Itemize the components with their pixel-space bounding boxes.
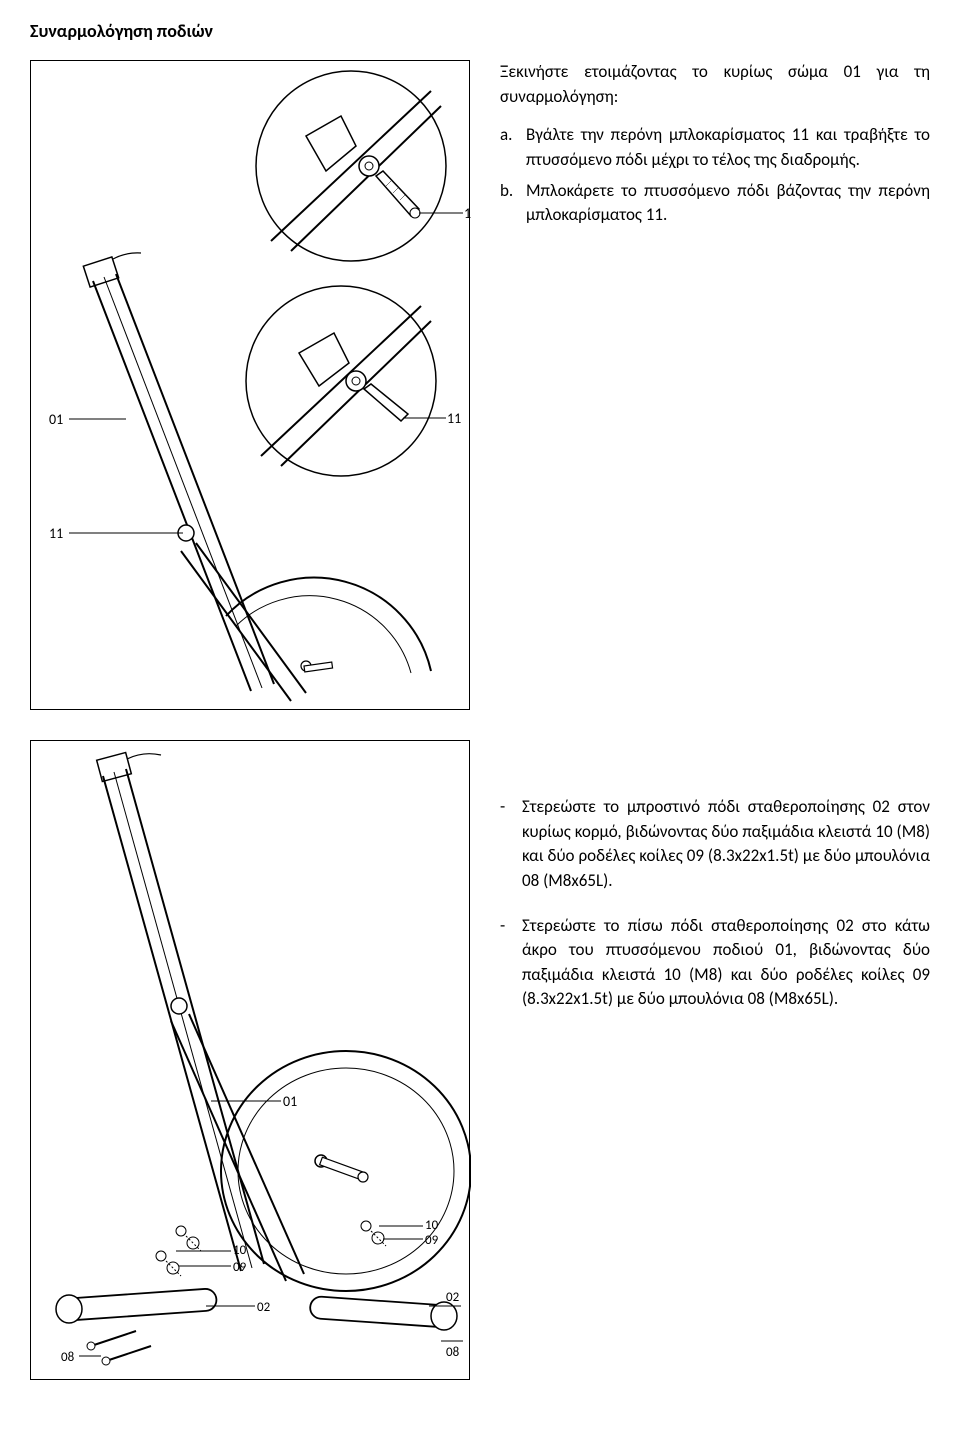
section2-bullet-2: - Στερεώστε το πίσω πόδι σταθεροποίησης … bbox=[500, 914, 930, 1013]
figure-2-box: 01 10 09 10 09 02 02 08 08 bbox=[30, 740, 470, 1380]
figure2-label-02-l: 02 bbox=[257, 1300, 271, 1315]
figure2-hardware-right bbox=[361, 1221, 386, 1246]
figure-1-svg: 11 11 bbox=[31, 61, 471, 711]
figure2-label-09-l: 09 bbox=[233, 1260, 247, 1275]
list-marker-b: b. bbox=[500, 179, 526, 228]
figure2-label-08-r: 08 bbox=[446, 1345, 460, 1360]
figure2-label-08-l: 08 bbox=[61, 1350, 75, 1365]
section2-text: - Στερεώστε το μπροστινό πόδι σταθεροποί… bbox=[470, 740, 930, 1032]
list-marker-a: a. bbox=[500, 123, 526, 172]
bullet-marker-1: - bbox=[500, 795, 522, 894]
figure-1-box: 11 11 bbox=[30, 60, 470, 710]
bullet-body-1: Στερεώστε το μπροστινό πόδι σταθεροποίησ… bbox=[522, 795, 930, 894]
section-2: 01 10 09 10 09 02 02 08 08 bbox=[30, 740, 930, 1380]
bullet-body-2: Στερεώστε το πίσω πόδι σταθεροποίησης 02… bbox=[522, 914, 930, 1013]
section2-bullet-1: - Στερεώστε το μπροστινό πόδι σταθεροποί… bbox=[500, 795, 930, 894]
figure2-label-02-r: 02 bbox=[446, 1290, 460, 1305]
section1-text: Ξεκινήστε ετοιμάζοντας το κυρίως σώμα 01… bbox=[470, 60, 930, 234]
figure2-main: 01 10 09 10 09 02 02 08 08 bbox=[56, 752, 471, 1365]
figure2-label-10-r: 10 bbox=[425, 1218, 439, 1233]
figure1-detail-mid: 11 bbox=[246, 286, 461, 476]
list-body-b: Μπλοκάρετε το πτυσσόμενο πόδι βάζοντας τ… bbox=[526, 179, 930, 228]
figure1-detail-top: 11 bbox=[256, 71, 471, 261]
figure1-label-01: 01 bbox=[49, 411, 63, 428]
section1-intro: Ξεκινήστε ετοιμάζοντας το κυρίως σώμα 01… bbox=[500, 60, 930, 109]
figure-2-svg: 01 10 09 10 09 02 02 08 08 bbox=[31, 741, 471, 1381]
figure2-label-01: 01 bbox=[283, 1093, 297, 1110]
section1-item-a: a. Βγάλτε την περόνη μπλοκαρίσματος 11 κ… bbox=[500, 123, 930, 172]
figure1-label-11-main: 11 bbox=[49, 525, 63, 542]
bullet-marker-2: - bbox=[500, 914, 522, 1013]
figure1-label-11-mid: 11 bbox=[447, 410, 461, 427]
figure2-label-09-r: 09 bbox=[425, 1233, 439, 1248]
figure2-label-10-l: 10 bbox=[233, 1243, 247, 1258]
section-1: 11 11 bbox=[30, 60, 930, 710]
list-body-a: Βγάλτε την περόνη μπλοκαρίσματος 11 και … bbox=[526, 123, 930, 172]
section1-item-b: b. Μπλοκάρετε το πτυσσόμενο πόδι βάζοντα… bbox=[500, 179, 930, 228]
page-title: Συναρμολόγηση ποδιών bbox=[30, 20, 930, 42]
